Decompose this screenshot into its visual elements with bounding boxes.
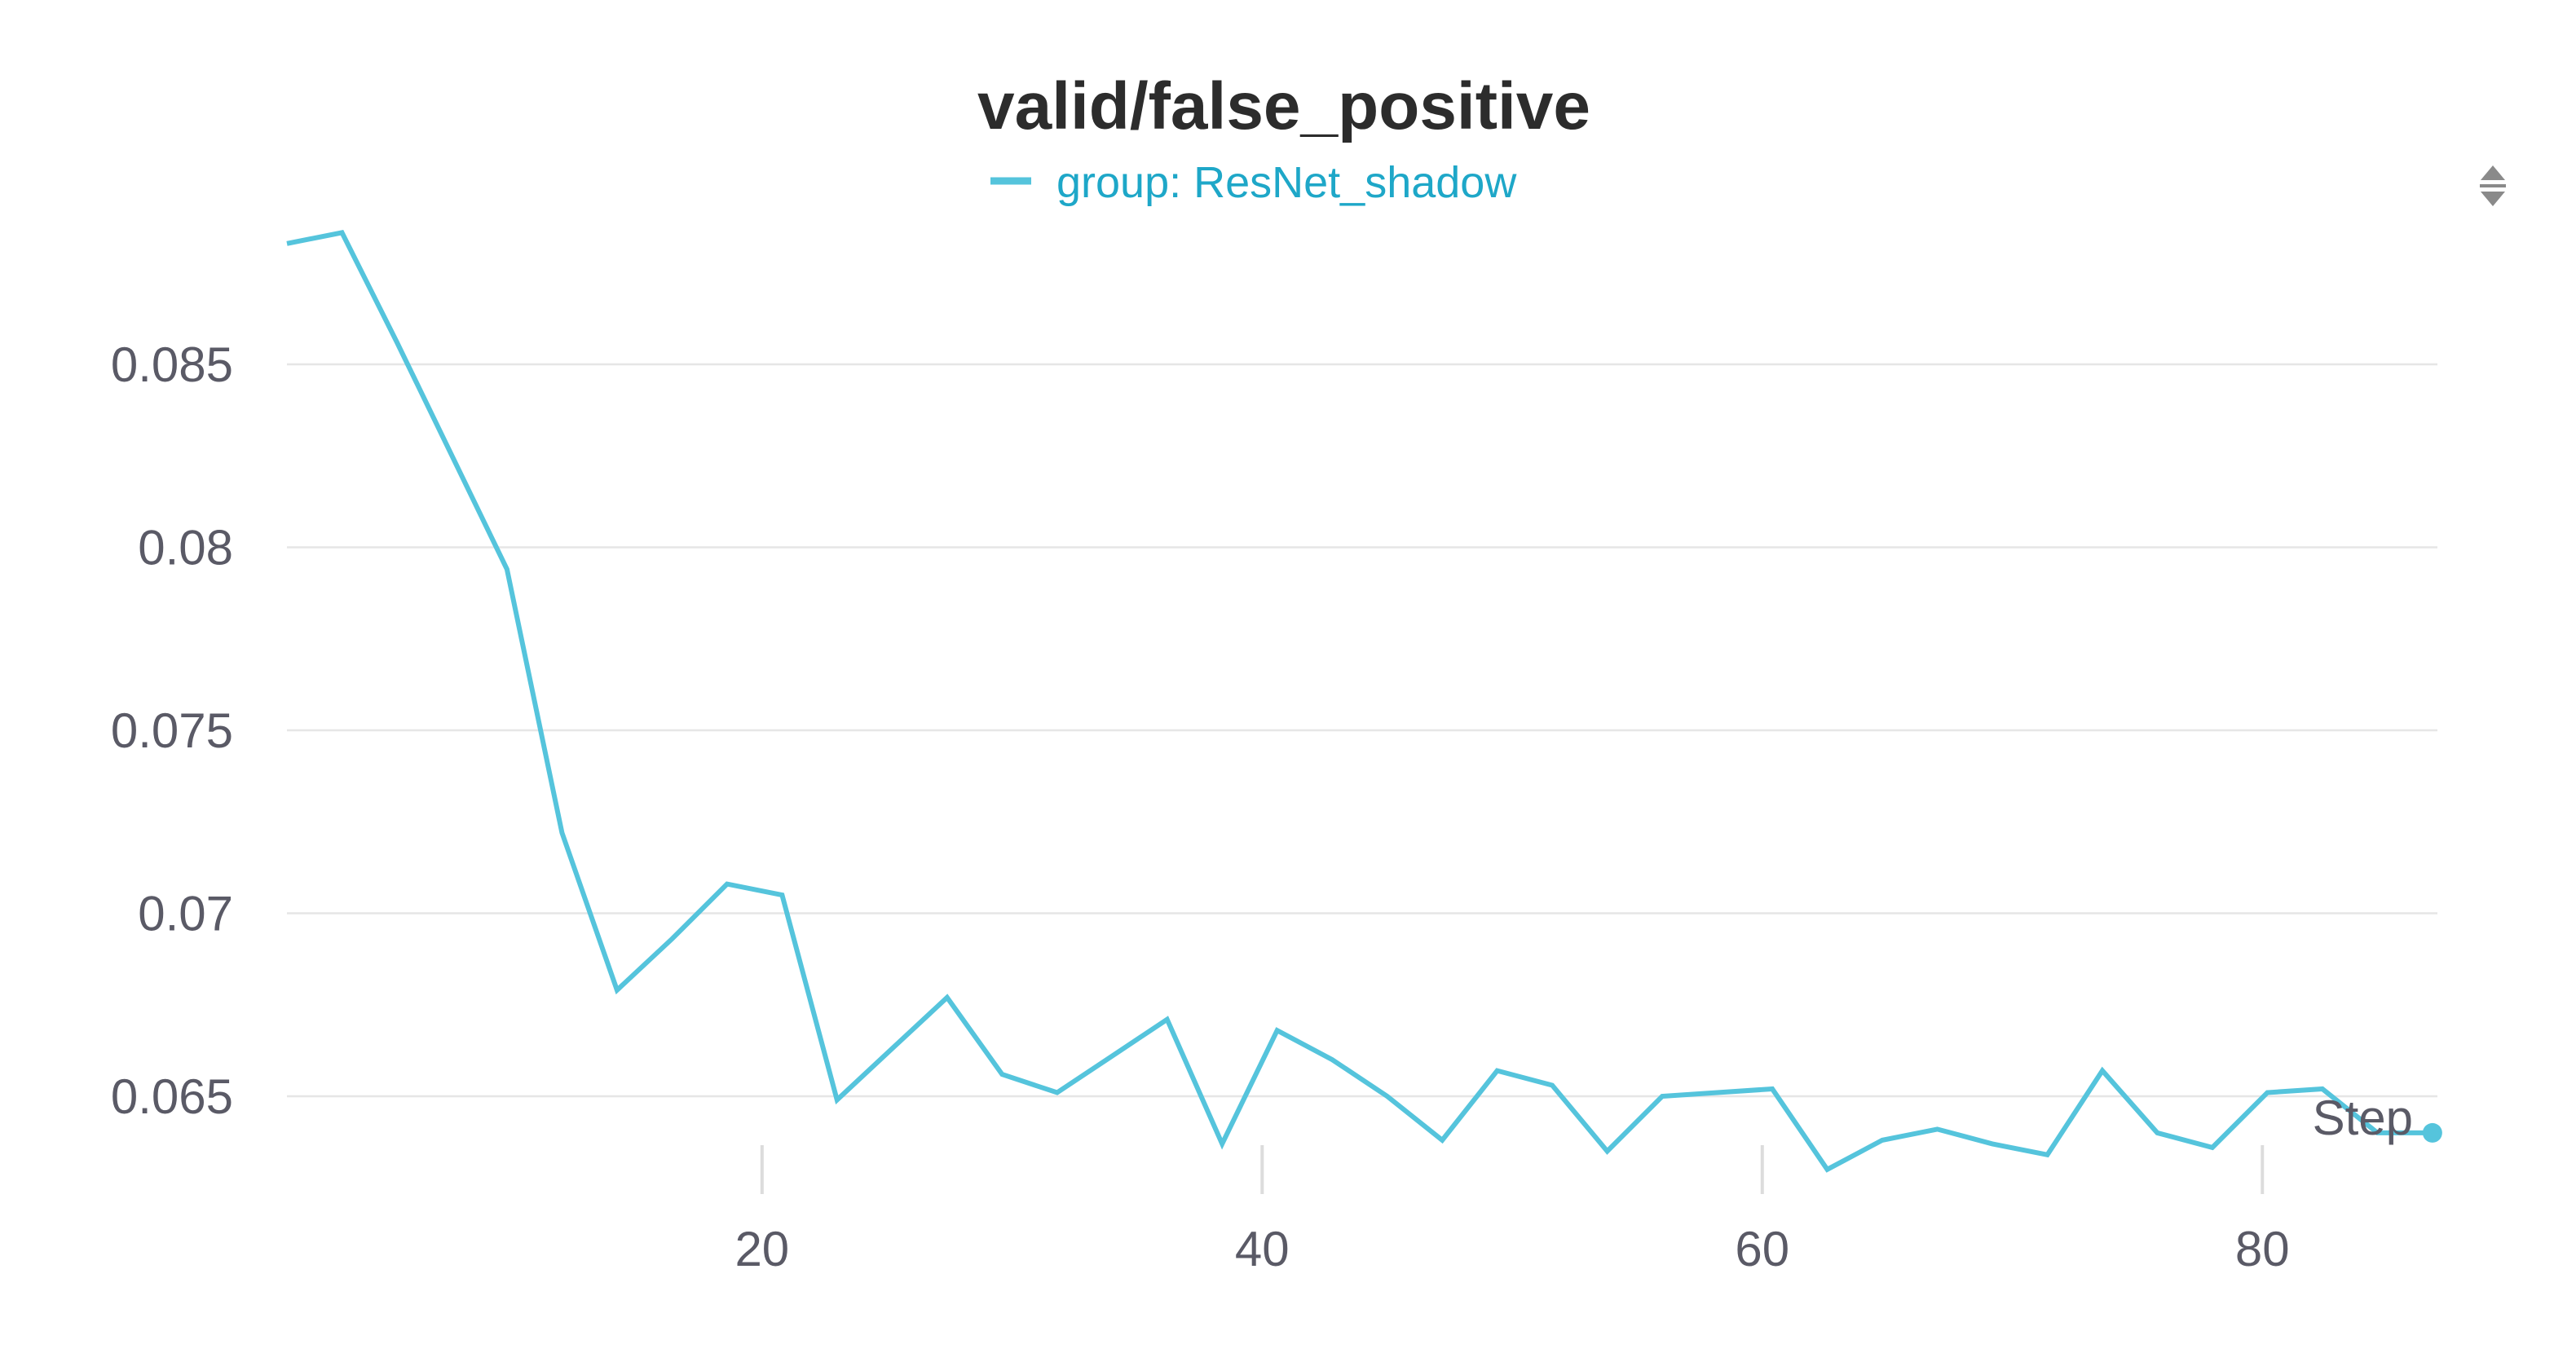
sort-control[interactable] — [2466, 159, 2520, 213]
x-axis-label: Step — [2313, 1091, 2413, 1145]
chart-title: valid/false_positive — [977, 69, 1590, 143]
series-group — [286, 230, 2442, 1173]
y-tick-label: 0.065 — [111, 1069, 233, 1124]
y-tick-label: 0.085 — [111, 337, 233, 392]
x-tick-label: 40 — [1235, 1222, 1290, 1276]
series-end-point — [2422, 1122, 2442, 1143]
y-tick-label: 0.07 — [138, 887, 233, 941]
x-tick-label: 20 — [734, 1222, 789, 1276]
legend-label-resnet-shadow: group: ResNet_shadow — [1056, 158, 1517, 207]
x-axis-ticks: 20 40 60 80 — [734, 1145, 2290, 1276]
series-line — [286, 230, 2433, 1173]
y-tick-label: 0.08 — [138, 521, 233, 575]
legend[interactable]: group: ResNet_shadow — [990, 158, 1517, 207]
x-tick-label: 60 — [1735, 1222, 1789, 1276]
sort-up-down-icon — [2480, 165, 2506, 206]
x-tick-label: 80 — [2235, 1222, 2290, 1276]
y-axis-ticks: 0.065 0.07 0.075 0.08 0.085 — [111, 337, 233, 1124]
y-tick-label: 0.075 — [111, 703, 233, 758]
grid — [287, 363, 2437, 1098]
